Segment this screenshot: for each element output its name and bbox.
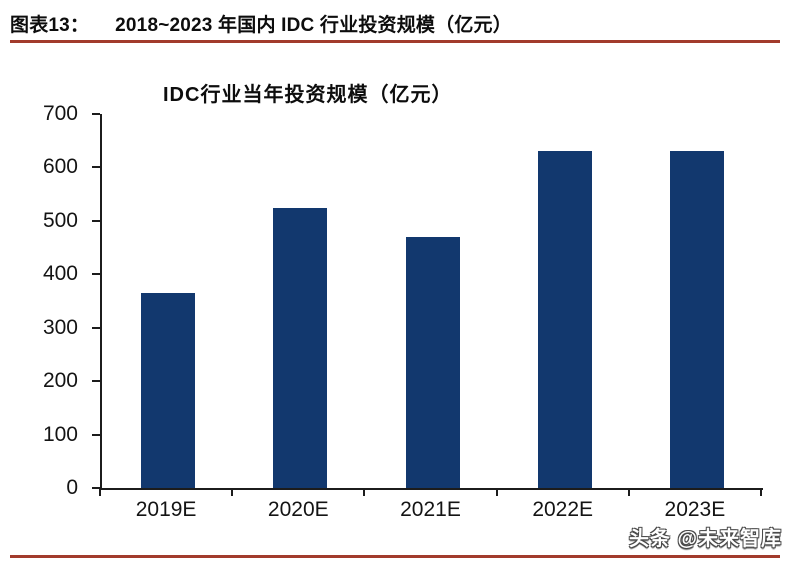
figure-header: 图表13： 2018~2023 年国内 IDC 行业投资规模（亿元）	[10, 10, 780, 38]
x-tick-label-2023E: 2023E	[664, 498, 726, 521]
y-tick-label: 500	[42, 208, 78, 232]
bar-2020E	[273, 207, 328, 488]
figure-title: 2018~2023 年国内 IDC 行业投资规模（亿元）	[115, 15, 512, 36]
x-tick-label-2022E: 2022E	[532, 498, 594, 521]
y-tick-label: 600	[42, 155, 78, 179]
x-tick-mark	[231, 488, 234, 496]
plot-area	[100, 114, 763, 490]
x-tick-label-2019E: 2019E	[135, 498, 197, 521]
bottom-divider-rule	[10, 555, 780, 558]
x-tick-mark	[760, 488, 762, 496]
y-tick-mark	[92, 380, 100, 383]
top-divider-rule	[10, 40, 780, 43]
y-tick-mark	[92, 219, 100, 222]
x-tick-mark	[495, 488, 498, 496]
figure-number-label: 图表13：	[10, 15, 90, 36]
x-tick-mark	[627, 488, 630, 496]
x-tick-mark	[363, 488, 366, 496]
y-tick-mark	[92, 487, 100, 489]
y-tick-label: 200	[42, 369, 78, 393]
bar-2021E	[405, 236, 460, 488]
y-tick-mark	[92, 433, 100, 436]
y-tick-label: 700	[42, 102, 78, 125]
chart-title: IDC行业当年投资规模（亿元）	[163, 84, 453, 106]
y-tick-mark	[92, 166, 100, 169]
y-tick-label: 100	[42, 422, 78, 446]
bar-2019E	[141, 293, 196, 488]
y-tick-label: 0	[66, 476, 78, 499]
bar-2022E	[537, 151, 592, 488]
y-tick-mark	[92, 113, 100, 115]
y-tick-mark	[92, 326, 100, 329]
y-tick-mark	[92, 273, 100, 276]
y-tick-label: 400	[42, 262, 78, 286]
x-tick-label-2021E: 2021E	[400, 498, 461, 521]
bar-2023E	[669, 151, 724, 488]
watermark-text: 头条 @未来智库	[628, 528, 782, 550]
x-tick-mark	[99, 488, 101, 496]
y-tick-label: 300	[42, 315, 78, 339]
x-tick-label-2020E: 2020E	[267, 498, 329, 521]
